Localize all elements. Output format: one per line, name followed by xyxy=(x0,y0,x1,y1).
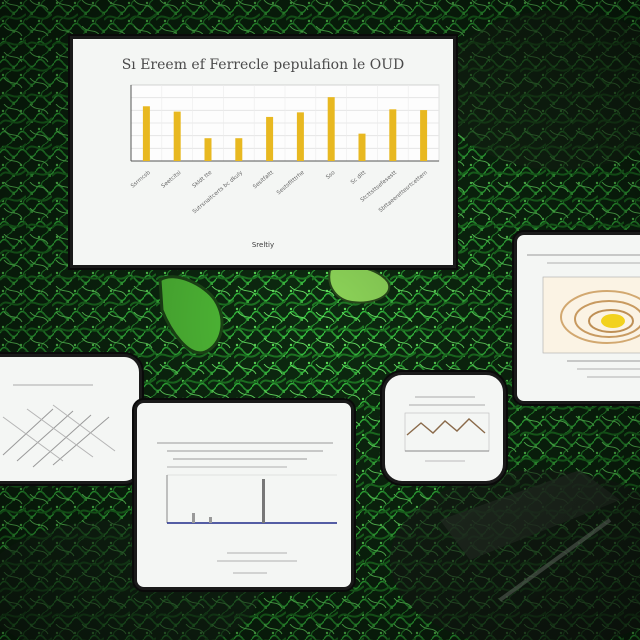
bar xyxy=(389,109,397,161)
bar xyxy=(173,111,181,161)
line-grid-panel xyxy=(0,354,142,484)
chart-x-axis-label: Sreltiy xyxy=(251,241,275,249)
bar xyxy=(420,110,428,161)
x-tick-label: Ssrmcsb xyxy=(130,170,152,190)
bar xyxy=(142,106,150,161)
bar xyxy=(358,133,366,161)
main-chart-panel: Sı Ereem ef Ferrecle pepulafion le OUD S… xyxy=(70,36,456,268)
sparse-bar-panel xyxy=(134,400,354,590)
bar xyxy=(266,116,274,161)
x-tick-label: Sutrsnaitcerts bc dkuly xyxy=(192,169,245,215)
contour-chart xyxy=(527,254,640,378)
contour-panel xyxy=(514,232,640,404)
bar xyxy=(204,138,212,161)
bar xyxy=(296,112,304,161)
x-tick-label: Sso xyxy=(325,170,337,181)
chart-title: Sı Ereem ef Ferrecle pepulafion le OUD xyxy=(121,57,405,73)
bar xyxy=(235,138,243,161)
x-tick-label: Sc ditt xyxy=(350,169,368,185)
small-line-chart xyxy=(404,396,490,462)
bar xyxy=(327,97,335,161)
x-tick-label: Sestsfitttrhe xyxy=(276,170,306,197)
x-tick-label: Skldt tte xyxy=(192,170,214,190)
bar-chart: Ssrmcsb Seetcitsi Skldt tteSutrsnaitcerts … xyxy=(130,84,440,215)
x-tick-label: Sesitfaltt xyxy=(252,169,275,190)
diagonal-lines-chart xyxy=(2,384,116,468)
small-line-panel xyxy=(382,372,506,484)
sparse-bar-chart xyxy=(157,442,337,574)
x-tick-label: Seetcitsi xyxy=(161,170,183,190)
